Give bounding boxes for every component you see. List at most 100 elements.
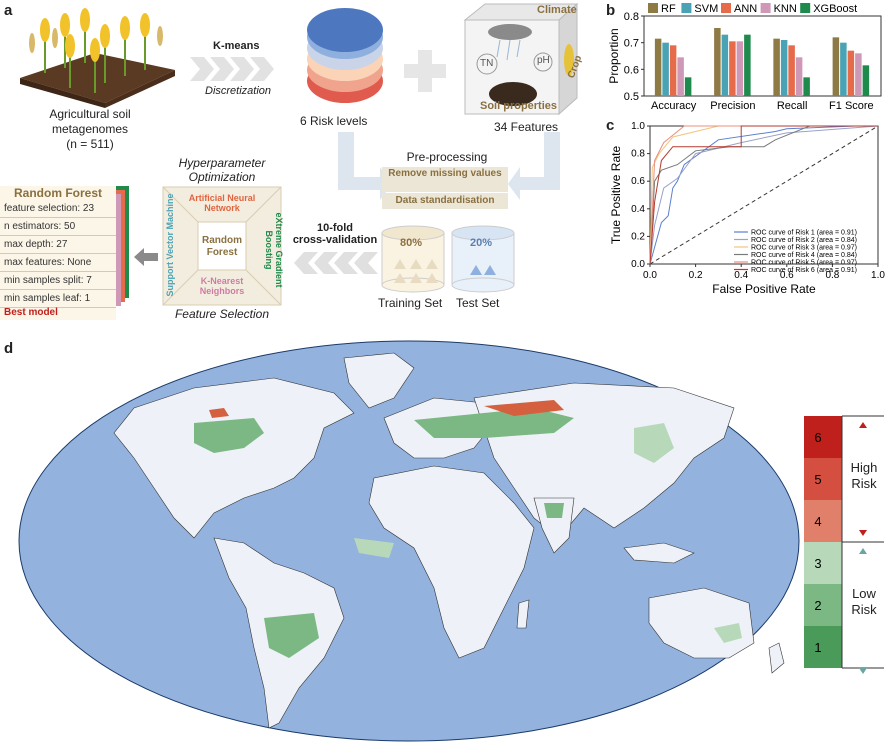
cv-arrow (294, 252, 378, 274)
flow-arrows-down (338, 132, 560, 200)
bar (677, 57, 684, 96)
bar (669, 45, 677, 96)
risk-levels-stack (307, 8, 383, 103)
cube-soil-properties: Soil properties (480, 100, 558, 112)
x-axis-label: False Positive Rate (712, 282, 816, 296)
bar (788, 45, 795, 96)
x-tick-label: 0.8 (825, 270, 839, 281)
rf-title: Random Forest (13, 186, 102, 200)
model-frame (162, 186, 282, 306)
y-axis-label: True Positive Rate (609, 146, 623, 245)
rf-param: n estimators: 50 (0, 218, 116, 236)
bar (684, 77, 692, 96)
rf-param: feature selection: 23 (0, 200, 116, 218)
bar (780, 40, 788, 96)
legend-level-label: 3 (814, 556, 821, 571)
legend-swatch (760, 3, 771, 13)
x-tick-label: F1 Score (829, 100, 874, 112)
legend-label: ROC curve of Risk 4 (area = 0.84) (751, 252, 857, 259)
y-tick-label: 1.0 (631, 121, 645, 132)
x-tick-label: 0.0 (643, 270, 657, 281)
high-up-triangle (859, 422, 867, 428)
frame-knn: K-Nearest Neighbors (199, 276, 245, 296)
rf-param: min samples leaf: 1 (0, 290, 116, 308)
x-tick-label: Precision (710, 100, 755, 112)
features-cube (463, 2, 579, 116)
plus-icon (404, 50, 446, 92)
frame-svm: Support Vector Machine (165, 193, 175, 297)
roc-line (649, 125, 878, 265)
test-set-label: Test Set (456, 296, 500, 310)
y-tick-label: 0.6 (624, 64, 639, 76)
legend-label: XGBoost (813, 3, 857, 15)
legend-segment (804, 416, 842, 458)
bar (840, 42, 847, 96)
legend-segment (804, 626, 842, 668)
roc-line (649, 125, 878, 265)
y-tick-label: 0.7 (624, 38, 639, 50)
legend-segment (804, 500, 842, 542)
frame-xgb: eXtreme Gradient Boosting (264, 212, 284, 288)
bar (862, 65, 870, 96)
panel-label-c: c (606, 117, 615, 134)
high-down-triangle (859, 530, 867, 536)
legend-label: ROC curve of Risk 3 (area = 0.97) (751, 245, 857, 252)
risk-levels-label: 6 Risk levels (300, 114, 368, 128)
legend-level-label: 5 (814, 472, 821, 487)
legend-label: ANN (734, 3, 757, 15)
legend-level-label: 1 (814, 640, 821, 655)
bar (662, 42, 669, 96)
cv-label-1: 10-fold (316, 222, 354, 234)
best-model-label: Best model (4, 307, 58, 318)
frame-ann: Artificial Neural Network (188, 193, 256, 213)
panel-label-a: a (4, 2, 13, 19)
legend-segment (804, 542, 842, 584)
bar (721, 34, 729, 96)
hyper-title-1: Hyperparameter (178, 156, 266, 170)
y-tick-label: 0.2 (631, 231, 645, 242)
cube-tn: TN (480, 58, 494, 69)
feature-selection-label: Feature Selection (174, 307, 270, 321)
legend-label: ROC curve of Risk 2 (area = 0.84) (751, 237, 857, 244)
y-tick-label: 0.4 (631, 204, 645, 215)
low-down-triangle (859, 668, 867, 674)
chance-line (649, 125, 879, 265)
cv-label-2: cross-validation (292, 234, 378, 246)
frame-rf: Random Forest (202, 235, 242, 258)
legend-label: ROC curve of Risk 6 (area = 0.91) (751, 267, 857, 274)
legend-swatch (681, 3, 692, 13)
legend-level-label: 2 (814, 598, 821, 613)
low-up-triangle (859, 548, 867, 554)
legend-swatch (721, 3, 731, 13)
map-land (113, 352, 785, 729)
bar (847, 50, 855, 96)
y-tick-label: 0.5 (624, 91, 639, 103)
rf-card: Random Forest feature selection: 23 n es… (0, 186, 116, 320)
legend-level-label: 4 (814, 514, 821, 529)
panel-label-d: d (4, 340, 14, 357)
legend-segment (804, 584, 842, 626)
cube-ph: pH (537, 55, 550, 66)
legend-segment (804, 458, 842, 500)
y-tick-label: 0.8 (624, 11, 639, 23)
rf-param: max features: None (0, 254, 116, 272)
bar (855, 53, 862, 96)
legend-level-label: 6 (814, 430, 821, 445)
bar (744, 34, 751, 96)
x-tick-label: 0.4 (734, 270, 748, 281)
x-tick-label: Recall (777, 100, 808, 112)
bar (795, 57, 803, 96)
y-tick-label: 0.0 (631, 259, 645, 270)
roc-chart: 0.0 0.2 0.4 0.6 0.8 1.0 0.0 0.2 0.4 0.6 0.8 1.0 Fals… (609, 121, 885, 296)
bar (654, 38, 662, 96)
hyper-title-2: Optimization (188, 170, 256, 184)
legend-swatch (800, 3, 811, 13)
y-axis-label: Proportion (607, 28, 621, 83)
standardisation-box: Data standardisation (382, 193, 508, 209)
legend-high-risk: High Risk (850, 460, 878, 491)
kmeans-arrow (190, 57, 274, 81)
x-tick-label: Accuracy (651, 100, 697, 112)
x-tick-label: 0.2 (689, 270, 703, 281)
bar (773, 38, 780, 96)
features-label: 34 Features (494, 120, 559, 134)
